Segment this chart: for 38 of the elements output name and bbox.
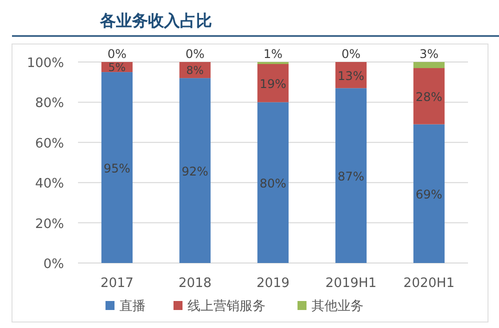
bar [413,124,445,263]
bar [257,64,289,102]
bar [413,62,445,68]
y-tick-label: 100% [26,56,64,71]
data-label: 3% [419,47,439,61]
bar [413,68,445,124]
y-tick-label: 20% [35,216,64,232]
data-label: 13% [338,69,364,84]
data-label: 8% [186,64,204,78]
data-label: 1% [263,47,283,61]
data-label: 95% [104,162,130,176]
x-tick-label: 2019 [256,276,290,291]
y-tick-label: 0% [43,257,64,272]
y-tick-label: 80% [35,96,64,112]
data-label: 0% [341,47,361,61]
data-label: 87% [338,170,364,184]
x-tick-label: 2020H1 [403,276,455,291]
x-tick-label: 2019H1 [325,276,377,291]
y-tick-label: 40% [35,176,64,192]
bar [257,102,289,263]
x-tick-label: 2017 [100,276,134,291]
data-label: 0% [185,47,205,61]
data-label: 19% [260,77,286,92]
legend-label: 线上营销服务 [188,299,266,314]
bar [179,78,211,263]
chart-title: 各业务收入占比 [99,11,212,30]
data-label: 28% [416,90,442,104]
data-label: 5% [108,61,126,74]
bar [335,88,367,263]
legend-label: 其他业务 [312,299,364,314]
x-tick-label: 2018 [178,276,212,291]
legend-label: 直播 [120,299,146,314]
data-label: 92% [182,164,208,179]
data-label: 0% [107,47,127,61]
data-label: 69% [416,188,442,202]
data-label: 80% [260,176,286,191]
y-tick-label: 60% [35,136,64,152]
bar [101,72,133,263]
